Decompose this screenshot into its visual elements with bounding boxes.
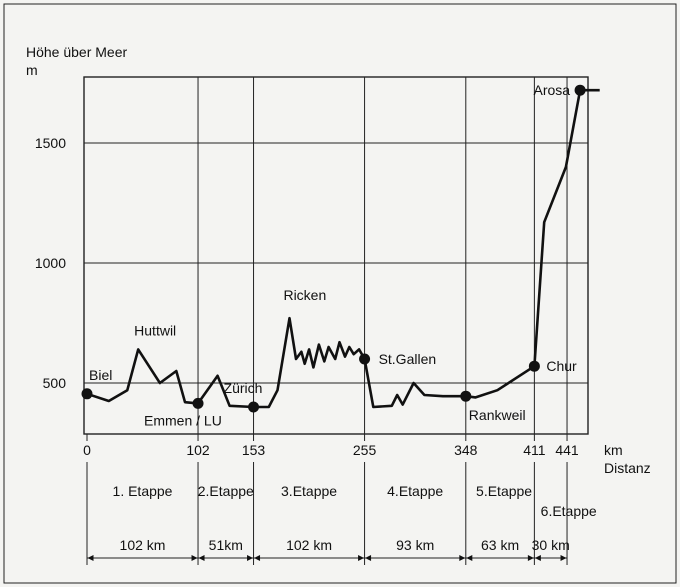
dimension-arrow [560, 555, 567, 561]
location-label: Arosa [534, 82, 571, 98]
stage-label: 3.Etappe [281, 483, 337, 499]
stage-distance: 102 km [286, 537, 332, 553]
dimension-arrow [247, 555, 254, 561]
dimension-arrow [365, 555, 372, 561]
outer-frame [3, 3, 677, 584]
location-label: Zürich [224, 380, 263, 396]
x-tick-label: 441 [555, 442, 579, 458]
stage-distance: 93 km [396, 537, 434, 553]
peak-label: Ricken [283, 287, 326, 303]
location-label: Biel [89, 367, 112, 383]
location-marker [192, 397, 204, 409]
location-label: St.Gallen [379, 351, 437, 367]
stage-label: 2.Etappe [198, 483, 254, 499]
location-marker [359, 353, 371, 365]
x-tick-label: 348 [454, 442, 478, 458]
stage-distance: 102 km [120, 537, 166, 553]
dimension-arrow [254, 555, 261, 561]
x-tick-label: 153 [242, 442, 266, 458]
stages-layer: 1. Etappe 102 km 2.Etappe 51km 3.Etappe 102 k… [86, 462, 597, 565]
location-marker [460, 390, 472, 402]
dimension-arrow [198, 555, 205, 561]
grid [84, 77, 588, 434]
x-tick-label: 255 [353, 442, 377, 458]
y-axis-unit: m [26, 62, 38, 78]
dimension-arrow [466, 555, 473, 561]
dimension-arrow [459, 555, 466, 561]
dimension-arrow [534, 555, 541, 561]
stage-distance: 51km [209, 537, 243, 553]
x-axis-unit: km [604, 442, 623, 458]
stage-label: 6.Etappe [541, 503, 597, 519]
stage-label: 5.Etappe [476, 483, 532, 499]
location-marker [248, 401, 260, 413]
dimension-arrow [87, 555, 94, 561]
location-label: Rankweil [469, 407, 526, 423]
x-axis-label: Distanz [604, 460, 651, 476]
stage-label: 1. Etappe [113, 483, 173, 499]
x-tick-label: 102 [186, 442, 210, 458]
y-tick-label: 500 [43, 375, 67, 391]
stage-distance: 63 km [481, 537, 519, 553]
location-marker [528, 360, 540, 372]
peak-label: Huttwil [134, 322, 176, 338]
dimension-arrow [358, 555, 365, 561]
plot-frame [83, 76, 589, 435]
x-tick-label: 0 [83, 442, 91, 458]
stage-label: 4.Etappe [387, 483, 443, 499]
location-label: Chur [546, 358, 577, 374]
stage-distance: 30 km [532, 537, 570, 553]
y-axis-label: Höhe über Meer [26, 44, 128, 60]
y-tick-label: 1500 [35, 135, 66, 151]
dimension-arrow [527, 555, 534, 561]
location-label: Emmen / LU [144, 412, 222, 428]
x-tick-label: 411 [523, 442, 546, 458]
dimension-arrow [191, 555, 198, 561]
location-marker [574, 84, 586, 96]
axis-ticks: 500 1000 1500 0 102 153 255 348 411 441 [35, 135, 579, 458]
location-marker [81, 388, 93, 400]
y-tick-label: 1000 [35, 255, 66, 271]
